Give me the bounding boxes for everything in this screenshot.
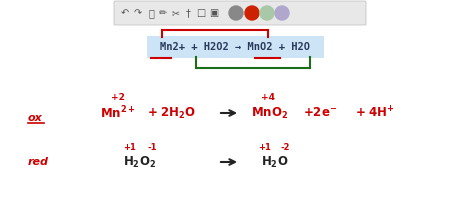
Text: -1: -1 [147,143,157,151]
Text: $\mathregular{+\ 2H_2O}$: $\mathregular{+\ 2H_2O}$ [147,105,197,121]
Text: †: † [185,8,191,18]
Text: ✂: ✂ [172,8,180,18]
FancyBboxPatch shape [114,1,366,25]
Text: Mn2+ + H2O2 → MnO2 + H2O: Mn2+ + H2O2 → MnO2 + H2O [161,42,310,52]
FancyBboxPatch shape [147,36,324,58]
Text: $\mathregular{+\ 4H^{+}}$: $\mathregular{+\ 4H^{+}}$ [355,105,395,121]
Text: red: red [28,157,49,167]
Text: ↷: ↷ [134,8,142,18]
Text: $\mathregular{H_2O_2}$: $\mathregular{H_2O_2}$ [123,154,156,169]
Text: ⎓: ⎓ [148,8,154,18]
Circle shape [245,6,259,20]
Text: $\mathregular{MnO_2}$: $\mathregular{MnO_2}$ [251,105,289,121]
Text: $\mathregular{+2e^{-}}$: $\mathregular{+2e^{-}}$ [303,106,337,119]
Text: $\mathregular{H_2O}$: $\mathregular{H_2O}$ [261,154,289,169]
Text: -2: -2 [280,143,290,151]
Text: +1: +1 [124,143,137,151]
Text: +2: +2 [111,93,125,102]
Text: ▣: ▣ [210,8,219,18]
Text: +4: +4 [261,93,275,102]
Circle shape [229,6,243,20]
Circle shape [275,6,289,20]
Text: +1: +1 [258,143,272,151]
Text: ox: ox [28,113,43,123]
Text: ✏: ✏ [159,8,167,18]
Text: □: □ [196,8,206,18]
Text: ↶: ↶ [121,8,129,18]
Text: $\mathregular{Mn^{2+}}$: $\mathregular{Mn^{2+}}$ [100,105,136,121]
Circle shape [260,6,274,20]
